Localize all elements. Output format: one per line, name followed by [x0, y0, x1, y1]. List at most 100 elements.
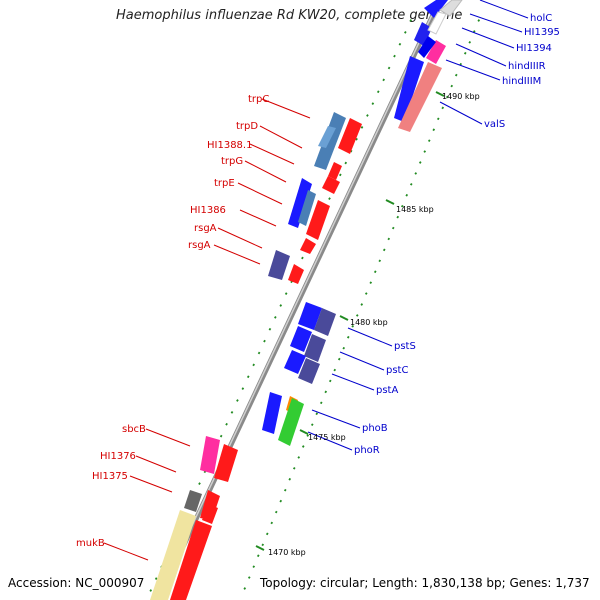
- tick-mark: [423, 150, 427, 153]
- gene-label-pstS[interactable]: pstS: [394, 341, 416, 352]
- gene-label-valS[interactable]: valS: [484, 119, 505, 130]
- tick-mark: [459, 62, 463, 66]
- gene-block-HI1386[interactable]: [306, 200, 330, 240]
- tick-mark: [427, 139, 431, 142]
- gene-label-pstC[interactable]: pstC: [386, 365, 408, 376]
- gene-block-sbcB-red[interactable]: [214, 444, 238, 482]
- gene-label-HI1394[interactable]: HI1394: [516, 43, 552, 54]
- tick-mark: [445, 95, 449, 99]
- gene-block-rsgA-c[interactable]: [288, 264, 304, 284]
- tick-mark: [236, 399, 239, 402]
- tick-mark: [468, 41, 472, 44]
- gene-label-trpC[interactable]: trpC: [248, 94, 269, 105]
- tick-mark: [346, 335, 350, 339]
- tick-mark: [230, 411, 234, 414]
- tick-mark: [387, 66, 391, 70]
- gene-block-trpE-b[interactable]: [298, 190, 316, 226]
- genome-backbone: [155, 0, 443, 600]
- gene-label-HI1375[interactable]: HI1375: [92, 471, 128, 482]
- tick-mark: [261, 543, 265, 547]
- tick-mark: [404, 31, 407, 34]
- gene-block-trpE-a[interactable]: [288, 178, 312, 228]
- tick-mark: [219, 434, 223, 438]
- gene-block-HI1395[interactable]: [414, 22, 432, 46]
- gene-block-HI1388.1[interactable]: [328, 162, 342, 180]
- gene-label-rsgA-1[interactable]: rsgA: [194, 223, 217, 234]
- gene-label-hindIIIR[interactable]: hindIIIR: [508, 61, 546, 72]
- gene-block-pstC-b[interactable]: [304, 334, 326, 362]
- tick-mark: [400, 204, 404, 208]
- gene-block-HI1376[interactable]: [184, 490, 202, 512]
- right-gene-labels: holC HI1395 HI1394 hindIIIR hindIIIM val…: [354, 13, 560, 456]
- gene-label-holC[interactable]: holC: [530, 13, 552, 24]
- gene-blocks: [150, 0, 463, 600]
- gene-label-rsgA-2[interactable]: rsgA: [188, 240, 211, 251]
- gene-block-top-gray[interactable]: [439, 0, 463, 17]
- tick-mark: [344, 161, 348, 165]
- gene-block-hindIIIR[interactable]: [426, 40, 446, 64]
- gene-label-HI1388.1[interactable]: HI1388.1: [207, 140, 252, 151]
- tick-mark: [274, 510, 278, 514]
- gene-label-mukB[interactable]: mukB: [76, 538, 105, 549]
- gene-block-sbcB[interactable]: [200, 436, 220, 474]
- tick-mark: [257, 351, 261, 355]
- tick-mark: [319, 401, 323, 405]
- gene-block-top-blue2[interactable]: [418, 36, 436, 58]
- tick-mark: [315, 412, 319, 416]
- label-leader-lines: [103, 0, 529, 561]
- tick-mark: [310, 423, 314, 426]
- gene-label-HI1395[interactable]: HI1395: [524, 27, 560, 38]
- gene-block-pstA-b[interactable]: [298, 358, 320, 384]
- tick-mark: [387, 237, 391, 241]
- kbp-label-1490: 1490 kbp: [442, 92, 480, 101]
- gene-block-pstS[interactable]: [298, 302, 322, 330]
- gene-block-phoB[interactable]: [262, 392, 282, 434]
- kbp-label-1470: 1470 kbp: [268, 548, 306, 557]
- tick-mark: [371, 102, 375, 105]
- gene-label-HI1376[interactable]: HI1376: [100, 451, 136, 462]
- gene-block-trpD[interactable]: [338, 118, 362, 154]
- gene-block-pstC[interactable]: [290, 326, 312, 352]
- gene-label-trpE[interactable]: trpE: [214, 178, 235, 189]
- gene-block-holC[interactable]: [424, 0, 448, 18]
- tick-mark: [355, 314, 359, 317]
- gene-block-trpG[interactable]: [322, 176, 340, 194]
- tick-mark: [198, 482, 201, 485]
- tick-mark: [472, 30, 476, 33]
- gene-label-pstA[interactable]: pstA: [376, 385, 398, 396]
- tick-mark: [441, 106, 445, 110]
- gene-label-hindIIIM[interactable]: hindIIIM: [502, 76, 541, 87]
- tick-mark: [409, 183, 413, 186]
- gene-block-pstA[interactable]: [284, 350, 306, 374]
- kbp-label-1475: 1475 kbp: [308, 433, 346, 442]
- accession-text: Accession: NC_000907: [8, 576, 145, 590]
- gene-label-trpD[interactable]: trpD: [236, 121, 258, 132]
- tick-mark: [414, 172, 418, 175]
- gene-block-valS[interactable]: [398, 62, 442, 132]
- gene-block-HI1375[interactable]: [202, 504, 218, 524]
- gene-label-sbcB[interactable]: sbcB: [122, 424, 146, 435]
- gene-block-rsgA-a[interactable]: [300, 238, 316, 254]
- tick-mark: [263, 339, 266, 343]
- gene-block-HI1394-a[interactable]: [427, 11, 447, 35]
- tick-mark: [378, 259, 382, 263]
- gene-block-phoR[interactable]: [278, 398, 304, 446]
- gene-block-trpD-b[interactable]: [318, 126, 336, 148]
- gene-block-pstS-b[interactable]: [314, 308, 336, 336]
- gene-block-rsgA-b[interactable]: [268, 250, 290, 280]
- tick-mark: [355, 137, 358, 141]
- tick-mark: [301, 256, 304, 260]
- gene-block-hindIIIM[interactable]: [394, 56, 424, 122]
- left-gene-labels: trpC trpD HI1388.1 trpG trpE HI1386 rsgA…: [76, 94, 269, 549]
- gene-label-HI1386[interactable]: HI1386: [190, 205, 226, 216]
- tick-mark: [369, 281, 373, 284]
- tick-mark: [396, 215, 400, 219]
- gene-label-trpG[interactable]: trpG: [221, 156, 243, 167]
- gene-label-phoR[interactable]: phoR: [354, 445, 380, 456]
- tick-mark: [225, 422, 228, 426]
- gene-block-trpC[interactable]: [314, 112, 346, 170]
- gene-block-mukB[interactable]: [170, 520, 212, 600]
- gene-label-phoB[interactable]: phoB: [362, 423, 388, 434]
- tick-mark: [405, 193, 409, 197]
- gene-block-mukB-yellow[interactable]: [150, 510, 196, 600]
